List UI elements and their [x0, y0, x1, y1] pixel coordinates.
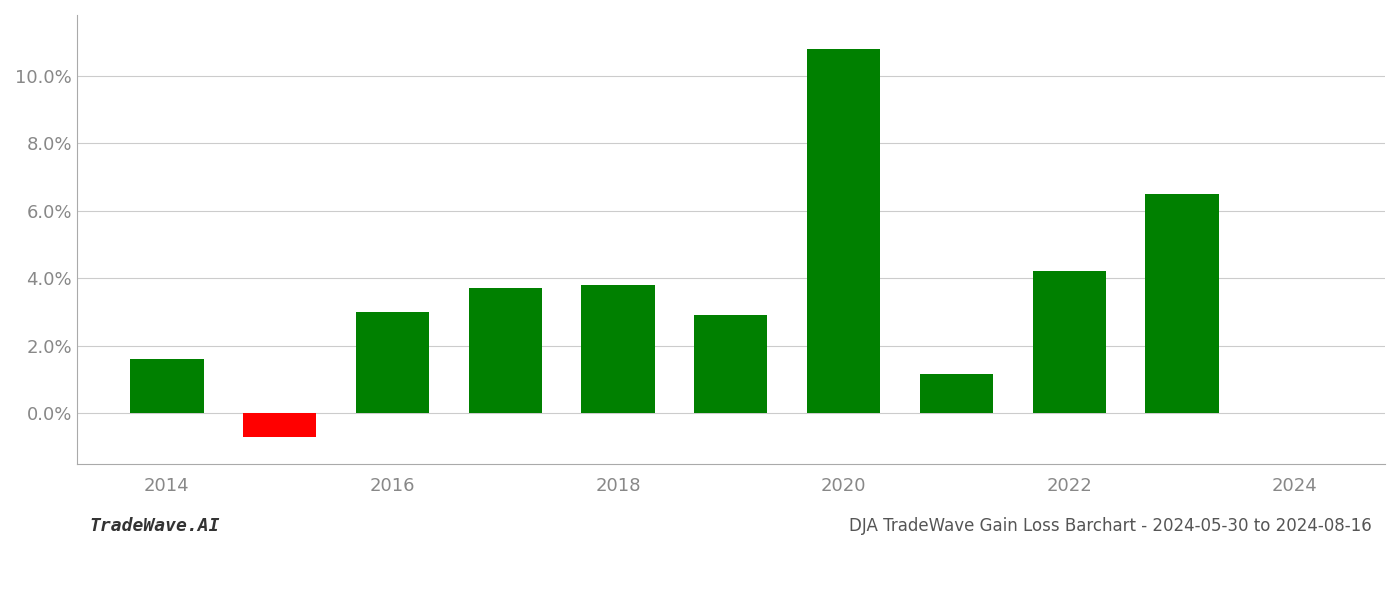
Bar	[1145, 194, 1218, 413]
Bar	[581, 285, 655, 413]
Bar	[806, 49, 881, 413]
Bar	[694, 315, 767, 413]
Bar	[1033, 271, 1106, 413]
Bar	[130, 359, 203, 413]
Bar	[920, 374, 993, 413]
Bar	[469, 288, 542, 413]
Bar	[356, 312, 428, 413]
Text: DJA TradeWave Gain Loss Barchart - 2024-05-30 to 2024-08-16: DJA TradeWave Gain Loss Barchart - 2024-…	[850, 517, 1372, 535]
Bar	[244, 413, 316, 437]
Text: TradeWave.AI: TradeWave.AI	[90, 517, 220, 535]
